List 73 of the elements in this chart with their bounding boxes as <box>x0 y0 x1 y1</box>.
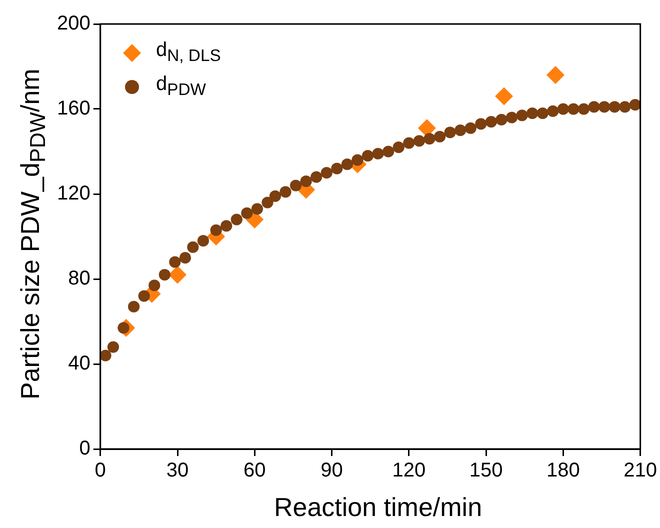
point <box>138 290 150 302</box>
point <box>148 280 160 292</box>
point <box>362 150 374 162</box>
point <box>434 130 446 142</box>
point <box>310 171 322 183</box>
x-tick-label: 0 <box>94 460 106 482</box>
point <box>197 234 210 247</box>
point <box>230 214 242 226</box>
point <box>187 241 199 253</box>
y-tick-label: 160 <box>56 98 90 120</box>
point <box>598 101 610 113</box>
point <box>107 341 120 353</box>
point <box>300 175 312 188</box>
legend-label: d$_{PDW}$ <box>156 72 206 101</box>
point <box>526 107 538 120</box>
point <box>331 162 343 174</box>
point <box>352 154 364 166</box>
point <box>464 122 476 134</box>
point <box>454 124 466 136</box>
y-tick-label: 40 <box>68 352 90 375</box>
point <box>506 112 518 124</box>
y-tick-label: 200 <box>56 12 90 35</box>
point <box>495 87 514 106</box>
point <box>168 266 187 284</box>
x-tick-label: 120 <box>392 460 426 482</box>
point <box>392 141 404 154</box>
point <box>241 207 253 219</box>
y-tick-label: 0 <box>79 438 90 460</box>
point <box>158 268 170 281</box>
x-tick-label: 60 <box>244 460 266 482</box>
point <box>496 114 508 126</box>
point <box>578 103 590 115</box>
point <box>547 105 559 117</box>
point <box>557 103 569 115</box>
point <box>546 66 564 84</box>
point <box>485 116 497 128</box>
point <box>341 158 353 170</box>
point <box>536 107 548 120</box>
y-tick-label: 80 <box>68 268 90 290</box>
x-tick-label: 150 <box>469 460 503 482</box>
point <box>588 101 600 113</box>
x-tick-label: 90 <box>320 460 343 482</box>
point <box>269 190 282 202</box>
point <box>179 252 192 264</box>
point <box>290 180 302 192</box>
x-tick-label: 210 <box>624 460 658 482</box>
point <box>608 101 620 113</box>
point <box>128 300 140 312</box>
point <box>619 101 631 113</box>
point <box>444 126 456 138</box>
point <box>100 350 112 362</box>
point <box>475 118 487 130</box>
x-tick-label: 30 <box>166 460 189 482</box>
point <box>372 148 384 160</box>
point <box>280 186 292 198</box>
point <box>320 166 332 179</box>
point <box>413 135 425 147</box>
x-axis-title: Reaction time/min <box>272 492 484 523</box>
point <box>382 146 394 158</box>
point <box>220 220 232 232</box>
point <box>262 196 274 208</box>
legend-label: d$_{N, DLS}$ <box>156 38 221 67</box>
x-tick-label: 180 <box>546 460 580 482</box>
y-tick-label: 120 <box>56 182 90 205</box>
point <box>424 132 436 145</box>
point <box>629 98 640 111</box>
point <box>418 119 436 138</box>
point <box>169 256 181 268</box>
point <box>516 110 528 122</box>
point <box>210 224 222 236</box>
point <box>403 137 415 149</box>
point <box>568 103 580 115</box>
point <box>251 203 264 215</box>
